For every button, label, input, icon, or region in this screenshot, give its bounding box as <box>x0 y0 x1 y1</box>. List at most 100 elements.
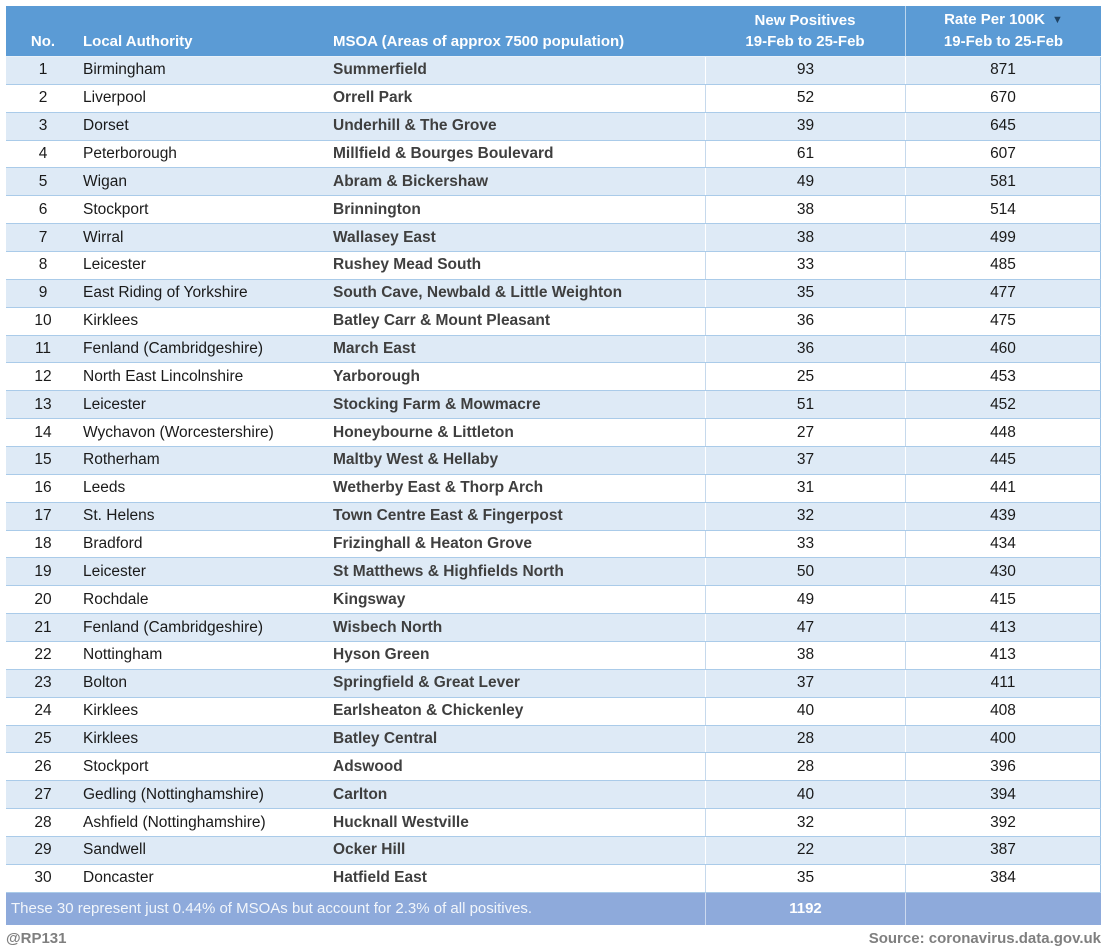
cell-local-authority: Wigan <box>83 172 127 190</box>
table-row: 23 Bolton Springfield & Great Lever 37 4… <box>6 669 1101 698</box>
cell-rate-per-100k: 434 <box>905 530 1101 558</box>
cell-rate-per-100k: 670 <box>905 84 1101 112</box>
cell-msoa: St Matthews & Highfields North <box>333 562 564 580</box>
col-header-msoa: MSOA (Areas of approx 7500 population) <box>333 33 625 50</box>
table-row: 25 Kirklees Batley Central 28 400 <box>6 725 1101 754</box>
table-row: 19 Leicester St Matthews & Highfields No… <box>6 558 1101 587</box>
cell-new-positives: 32 <box>705 502 905 530</box>
cell-local-authority: Peterborough <box>83 145 177 162</box>
cell-new-positives: 61 <box>705 140 905 168</box>
cell-local-authority: Kirklees <box>83 312 139 330</box>
cell-local-authority: Leeds <box>83 479 126 497</box>
table-row: 6 Stockport Brinnington 38 514 <box>6 196 1101 225</box>
cell-msoa: Wetherby East & Thorp Arch <box>333 479 544 497</box>
cell-rank: 15 <box>34 451 52 469</box>
cell-rank: 21 <box>34 618 52 636</box>
cell-new-positives: 33 <box>705 530 905 558</box>
table-row: 15 Rotherham Maltby West & Hellaby 37 44… <box>6 447 1101 475</box>
cell-new-positives: 36 <box>705 307 905 335</box>
cell-rank: 16 <box>34 479 52 497</box>
cell-local-authority: Bradford <box>83 535 143 553</box>
col-header-local-authority: Local Authority <box>83 33 193 50</box>
cell-rate-per-100k: 453 <box>905 363 1101 391</box>
cell-rank: 10 <box>34 312 52 330</box>
cell-rate-per-100k: 485 <box>905 252 1101 279</box>
cell-rank: 4 <box>38 145 48 162</box>
cell-new-positives: 37 <box>705 669 905 697</box>
cell-rank: 17 <box>34 507 52 525</box>
total-positives-value: 1192 <box>705 892 905 925</box>
cell-new-positives: 38 <box>705 642 905 669</box>
cell-msoa: Batley Carr & Mount Pleasant <box>333 312 551 330</box>
cell-rank: 29 <box>34 841 52 859</box>
cell-new-positives: 28 <box>705 753 905 781</box>
col-header-new-positives-line1: New Positives <box>754 12 856 29</box>
cell-msoa: Stocking Farm & Mowmacre <box>333 395 541 413</box>
msoa-rates-table: No. Local Authority MSOA (Areas of appro… <box>6 6 1101 925</box>
col-header-rate-per-100k[interactable]: Rate Per 100K ▼ 19-Feb to 25-Feb <box>905 6 1101 56</box>
table-row: 20 Rochdale Kingsway 49 415 <box>6 586 1101 615</box>
summary-note: These 30 represent just 0.44% of MSOAs b… <box>11 900 533 918</box>
cell-rate-per-100k: 607 <box>905 140 1101 168</box>
cell-msoa: Batley Central <box>333 730 438 748</box>
cell-rate-per-100k: 452 <box>905 391 1101 419</box>
col-header-rate-line2: 19-Feb to 25-Feb <box>943 33 1064 50</box>
table-row: 2 Liverpool Orrell Park 52 670 <box>6 84 1101 113</box>
cell-local-authority: Bolton <box>83 674 127 692</box>
table-row: 16 Leeds Wetherby East & Thorp Arch 31 4… <box>6 474 1101 503</box>
cell-rate-per-100k: 408 <box>905 697 1101 725</box>
table-row: 26 Stockport Adswood 28 396 <box>6 753 1101 782</box>
table-row: 1 Birmingham Summerfield 93 871 <box>6 57 1101 85</box>
cell-local-authority: Kirklees <box>83 730 139 748</box>
cell-local-authority: Gedling (Nottinghamshire) <box>83 785 264 803</box>
cell-msoa: Springfield & Great Lever <box>333 674 520 692</box>
cell-local-authority: Liverpool <box>83 89 146 107</box>
cell-local-authority: Leicester <box>83 395 146 413</box>
cell-local-authority: Kirklees <box>83 702 139 720</box>
cell-rate-per-100k: 430 <box>905 558 1101 586</box>
cell-rank: 12 <box>34 367 52 385</box>
cell-msoa: Abram & Bickershaw <box>333 172 489 190</box>
cell-msoa: Maltby West & Hellaby <box>333 451 499 469</box>
table-row: 28 Ashfield (Nottinghamshire) Hucknall W… <box>6 809 1101 838</box>
col-header-rate-label: Rate Per 100K <box>944 11 1045 28</box>
cell-new-positives: 37 <box>705 447 905 474</box>
cell-rank: 23 <box>34 674 52 692</box>
cell-rate-per-100k: 413 <box>905 614 1101 642</box>
cell-rate-per-100k: 400 <box>905 725 1101 753</box>
cell-rate-per-100k: 475 <box>905 307 1101 335</box>
cell-new-positives: 49 <box>705 168 905 196</box>
cell-rank: 25 <box>34 730 52 748</box>
cell-rank: 26 <box>34 757 52 775</box>
cell-msoa: Ocker Hill <box>333 841 406 859</box>
cell-local-authority: Wychavon (Worcestershire) <box>83 423 274 441</box>
total-rate-cell-empty <box>905 892 1101 925</box>
cell-msoa: Yarborough <box>333 367 420 385</box>
cell-rank: 14 <box>34 423 52 441</box>
cell-local-authority: Sandwell <box>83 841 146 859</box>
cell-rate-per-100k: 413 <box>905 642 1101 669</box>
cell-rank: 20 <box>34 590 52 608</box>
cell-rank: 9 <box>38 284 48 302</box>
cell-rank: 28 <box>34 813 52 831</box>
cell-local-authority: North East Lincolnshire <box>83 367 244 385</box>
cell-rank: 11 <box>34 340 52 358</box>
cell-rate-per-100k: 396 <box>905 753 1101 781</box>
cell-rank: 5 <box>38 172 48 190</box>
cell-rate-per-100k: 415 <box>905 586 1101 614</box>
cell-new-positives: 35 <box>705 864 905 892</box>
table-row: 17 St. Helens Town Centre East & Fingerp… <box>6 502 1101 531</box>
table-row: 29 Sandwell Ocker Hill 22 387 <box>6 837 1101 865</box>
sort-descending-icon[interactable]: ▼ <box>1052 14 1063 26</box>
table-row: 21 Fenland (Cambridgeshire) Wisbech Nort… <box>6 614 1101 643</box>
cell-new-positives: 40 <box>705 697 905 725</box>
table-row: 8 Leicester Rushey Mead South 33 485 <box>6 252 1101 280</box>
cell-rank: 22 <box>34 646 52 664</box>
cell-new-positives: 93 <box>705 57 905 84</box>
cell-msoa: Earlsheaton & Chickenley <box>333 702 524 720</box>
cell-rank: 27 <box>34 785 52 803</box>
cell-rate-per-100k: 514 <box>905 196 1101 224</box>
table-header-row: No. Local Authority MSOA (Areas of appro… <box>6 6 1101 57</box>
cell-new-positives: 38 <box>705 224 905 252</box>
cell-rate-per-100k: 581 <box>905 168 1101 196</box>
